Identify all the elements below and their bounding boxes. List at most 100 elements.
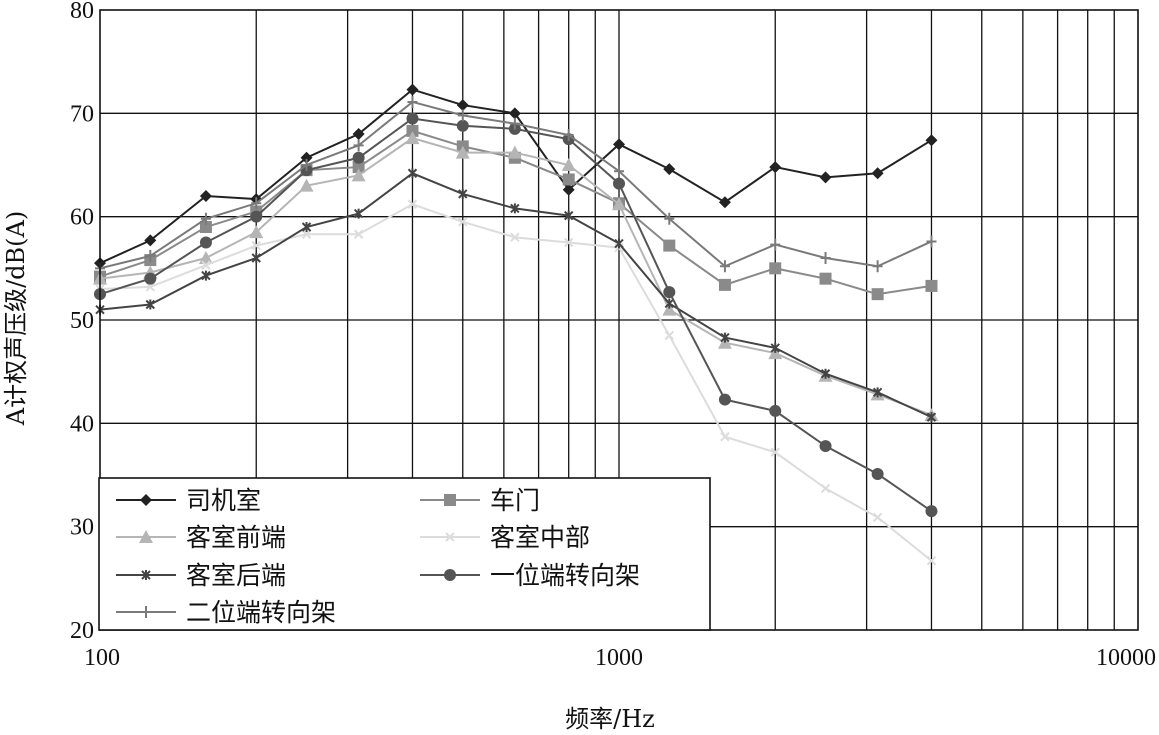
series-7 [95, 95, 937, 275]
data-point [718, 196, 731, 209]
data-point [563, 237, 574, 248]
legend-swatch-marker [139, 530, 153, 543]
legend-swatch-marker [141, 606, 151, 618]
data-point [249, 225, 264, 239]
legend-label: 客室后端 [186, 561, 286, 590]
data-point [718, 393, 731, 406]
data-point [510, 232, 520, 243]
data-point [199, 190, 212, 202]
data-point [352, 151, 365, 164]
x-axis-ticks: 100 1000 10000 [84, 645, 1156, 671]
data-point [872, 387, 883, 398]
data-point [144, 234, 157, 247]
data-point [664, 212, 675, 225]
legend-item: 车门 [420, 486, 540, 515]
data-point [820, 252, 831, 264]
legend-box [98, 477, 711, 631]
data-point [455, 145, 470, 159]
x-axis-label: 频率/Hz [565, 705, 655, 733]
y-tick-label: 30 [70, 515, 94, 541]
data-point [925, 505, 938, 518]
data-point [458, 188, 468, 199]
data-point [770, 342, 780, 353]
data-point [872, 260, 883, 273]
data-point [720, 332, 730, 343]
data-point [507, 145, 522, 159]
legend-item: 一位端转向架 [420, 561, 640, 590]
data-point [871, 167, 884, 180]
series-4 [95, 199, 937, 566]
data-point [820, 483, 831, 494]
data-point [145, 249, 156, 262]
legend-item: 二位端转向架 [116, 598, 336, 627]
legend-swatch-marker [444, 569, 456, 581]
data-point [406, 124, 419, 137]
data-point [407, 95, 418, 108]
data-point [613, 138, 625, 151]
series-1 [94, 83, 938, 270]
data-point [352, 128, 365, 140]
y-tick-label: 20 [70, 618, 94, 644]
y-tick-label: 80 [70, 0, 94, 24]
legend-label: 客室前端 [186, 523, 286, 552]
data-point [769, 404, 782, 417]
data-point [819, 272, 832, 285]
data-point [819, 171, 832, 184]
data-point [301, 159, 312, 171]
data-point [563, 210, 574, 221]
data-point [925, 279, 938, 292]
data-point [251, 253, 261, 263]
data-point [353, 139, 364, 152]
data-point [251, 240, 261, 251]
legend-label: 一位端转向架 [490, 561, 640, 590]
data-point [663, 163, 676, 176]
legend-label: 车门 [490, 486, 540, 515]
data-point [199, 236, 212, 249]
data-point [819, 440, 832, 453]
data-point [456, 119, 469, 132]
data-point [614, 238, 624, 249]
data-point [353, 208, 364, 219]
data-point [820, 368, 831, 379]
data-point [301, 222, 312, 232]
data-point [405, 131, 420, 145]
legend-label: 司机室 [186, 486, 261, 515]
data-point [407, 168, 418, 179]
data-point [509, 117, 520, 130]
data-point [926, 235, 937, 248]
data-point [456, 99, 469, 112]
data-point [145, 282, 156, 292]
data-point [926, 412, 937, 423]
legend-item: 客室前端 [116, 523, 286, 552]
data-point [561, 158, 576, 171]
y-axis-ticks: 20 30 40 50 60 70 80 [70, 0, 94, 644]
data-point [769, 161, 782, 174]
data-point [198, 251, 213, 264]
data-point [201, 270, 211, 281]
data-point [664, 298, 675, 309]
data-point [145, 299, 156, 310]
x-tick-label: 10000 [1096, 645, 1156, 671]
data-point [352, 161, 365, 174]
data-point [770, 238, 781, 251]
data-point [612, 197, 626, 211]
data-point [300, 151, 313, 164]
data-point [250, 210, 263, 223]
series-line [99, 137, 932, 417]
y-tick-label: 50 [70, 308, 94, 334]
data-point [508, 107, 521, 120]
data-point [351, 168, 366, 182]
x-tick-label: 1000 [595, 645, 643, 671]
y-axis-label: A计权声压级/dB(A) [2, 211, 30, 426]
data-point [562, 183, 575, 196]
data-point [353, 229, 364, 239]
legend-label: 二位端转向架 [186, 598, 336, 627]
data-point [200, 212, 211, 225]
legend-item: 客室中部 [420, 523, 590, 552]
series-line [99, 117, 933, 512]
data-point [458, 217, 468, 227]
data-point [925, 134, 938, 147]
legend-swatch-marker [141, 570, 151, 580]
data-point [720, 432, 730, 442]
